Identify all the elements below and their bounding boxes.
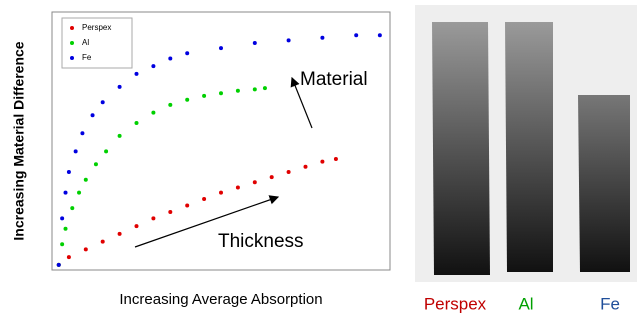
point [135,121,139,125]
point [185,98,189,102]
point [236,89,240,93]
wedge [432,22,490,275]
point [151,111,155,115]
point [67,255,71,259]
point [70,206,74,210]
point [135,72,139,76]
point [57,263,61,267]
image-label: Perspex [424,294,487,313]
point [378,33,382,37]
point [253,87,257,91]
figure: Perspex Al Fe Increasing Average Absorptio… [0,0,639,320]
point [104,149,108,153]
point [263,86,267,90]
point [320,160,324,164]
image-label: Al [518,294,533,313]
point [64,191,68,195]
point [91,113,95,117]
y-axis-label: Increasing Material Difference [11,41,27,240]
point [118,134,122,138]
point [287,170,291,174]
point [94,162,98,166]
point [118,85,122,89]
point [168,103,172,107]
point [77,191,81,195]
point [219,91,223,95]
point [101,100,105,104]
point [84,178,88,182]
legend-marker [70,41,74,45]
point [219,191,223,195]
annotation: Thickness [218,231,304,252]
point [67,170,71,174]
point [151,64,155,68]
legend-label: Al [82,38,89,47]
point [219,46,223,50]
point [118,232,122,236]
point [60,216,64,220]
point [84,247,88,251]
point [151,216,155,220]
point [101,240,105,244]
point [60,242,64,246]
x-axis-label: Increasing Average Absorption [119,291,322,308]
point [320,36,324,40]
point [74,149,78,153]
legend-marker [70,56,74,60]
point [168,56,172,60]
point [236,185,240,189]
point [253,41,257,45]
point [334,157,338,161]
point [287,38,291,42]
point [304,165,308,169]
image-label: Fe [600,294,620,313]
point [202,94,206,98]
point [80,131,84,135]
point [270,175,274,179]
point [185,51,189,55]
point [202,197,206,201]
wedge [505,22,553,272]
legend-label: Perspex [82,23,111,32]
wedge [578,95,630,272]
point [253,180,257,184]
point [64,227,68,231]
legend-label: Fe [82,53,92,62]
point [135,224,139,228]
annotation: Material [300,69,368,90]
point [185,204,189,208]
point [354,33,358,37]
point [168,210,172,214]
legend-marker [70,26,74,30]
